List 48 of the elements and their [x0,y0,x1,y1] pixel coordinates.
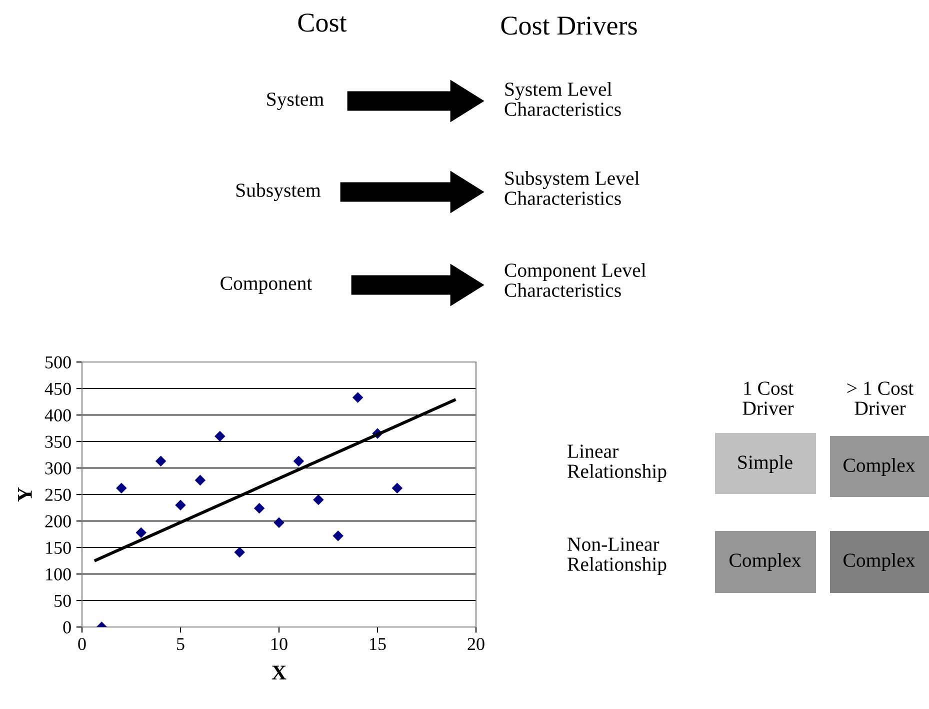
x-tick-label: 15 [370,638,386,650]
y-tick-label: 300 [45,462,71,474]
point [155,456,166,466]
point [254,502,265,514]
text: Complex [844,553,916,571]
text: Non-Linear Relationship [568,538,666,575]
text: Linear Relationship [568,444,666,482]
text: Subsystem Level Characteristics [504,170,640,205]
y-tick-label: 400 [44,409,71,422]
point [214,430,226,442]
y-tick-label: 100 [46,568,71,580]
text: Simple [738,455,792,473]
text: > 1 Cost Driver [847,382,914,415]
x-tick-label: 0 [78,638,86,650]
text: 1 Cost Driver [742,382,794,415]
x-tick-label: 10 [272,638,288,650]
y-tick-label: 50 [54,594,71,607]
x-axis-title: X [272,666,286,680]
text: Component [220,276,312,294]
text: System [267,92,324,110]
text: System Level Characteristics [504,82,621,116]
text: Complex [844,458,916,476]
point [234,546,245,558]
y-tick-label: 500 [46,356,71,368]
text: Component Level Characteristics [504,263,646,297]
y-tick-label: 450 [44,382,71,395]
y-tick-label: 150 [46,542,71,554]
y-axis-title: Y [18,487,32,502]
point [116,482,127,494]
point [175,500,186,510]
point [293,456,304,466]
point [136,527,146,538]
y-tick-label: 250 [45,488,71,501]
text: Complex [730,553,802,571]
text: Subsystem [236,183,321,201]
y-tick-label: 350 [45,436,71,448]
point [352,392,364,403]
point [274,517,284,528]
text: Cost [298,14,347,32]
point [332,530,344,542]
y-tick-label: 200 [45,515,71,528]
x-tick-label: 5 [177,638,184,650]
y-tick-label: 0 [63,621,71,634]
x-tick-label: 20 [468,638,484,650]
text: Cost Drivers [501,16,637,35]
point [313,494,324,506]
point [392,482,403,494]
point [194,474,206,486]
